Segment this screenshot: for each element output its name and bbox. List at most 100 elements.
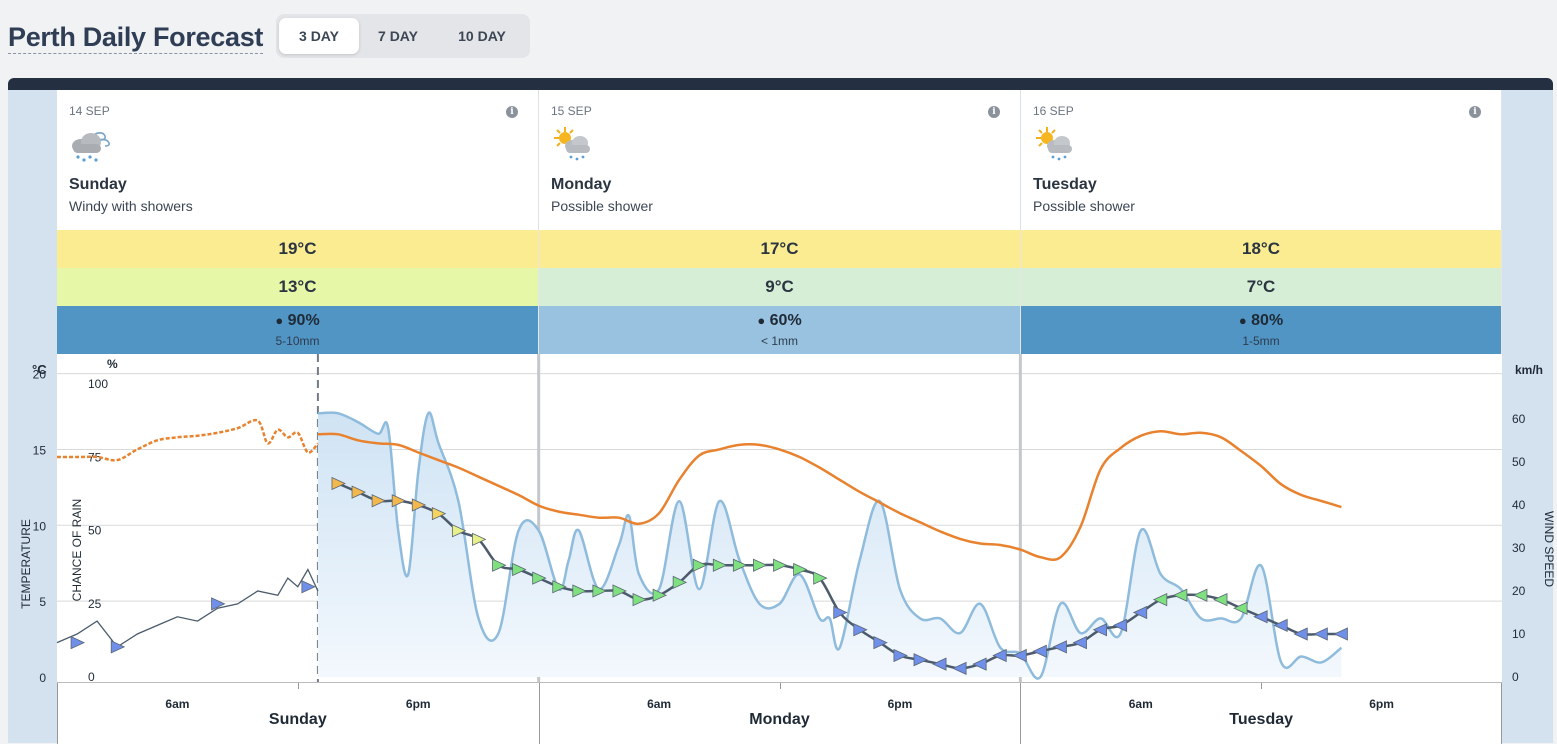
rain-tuesday: ●​ 80% 1-5mm	[1021, 306, 1502, 354]
day-name: Tuesday	[1033, 176, 1097, 193]
wind-direction-arrow	[1253, 610, 1268, 624]
info-icon[interactable]: i	[988, 106, 1000, 118]
wind-direction-arrow	[431, 506, 447, 521]
wind-direction-arrow	[472, 532, 487, 547]
day-date: 14 SEP	[69, 104, 110, 118]
wind-direction-arrow	[612, 584, 627, 598]
cloud-rain-wind-icon	[72, 132, 110, 162]
raindrops-icon: ●​	[1238, 313, 1247, 328]
wind-direction-arrow	[1112, 618, 1128, 633]
wind-series	[56, 476, 1348, 676]
time-tick	[1020, 683, 1022, 689]
wind-direction-arrow	[992, 648, 1007, 663]
temp-tick-label: 10	[33, 519, 47, 533]
rain-sunday: ●​ 90% 5-10mm	[57, 306, 539, 354]
right-axis-panel	[1502, 90, 1553, 743]
day-boundary	[538, 683, 540, 744]
wind-tick-label: 60	[1512, 412, 1526, 426]
wind-direction-arrow	[632, 592, 647, 607]
day-card-monday: 15 SEP Monday Possible shower i	[539, 90, 1021, 230]
day-date: 15 SEP	[551, 104, 592, 118]
wind-direction-arrow	[932, 657, 947, 671]
day-axis-label: Monday	[749, 711, 810, 728]
rain-amount: 1-5mm	[1242, 334, 1280, 348]
raindrops-icon: ●​	[275, 313, 284, 328]
min-temp-sunday: 13°C	[57, 268, 539, 306]
wind-tick-label: 10	[1512, 627, 1526, 641]
info-icon[interactable]: i	[506, 106, 518, 118]
wind-direction-arrow	[70, 635, 86, 650]
day-description: Windy with showers	[69, 198, 193, 214]
wind-direction-arrow	[853, 623, 868, 637]
wind-direction-arrow	[913, 653, 928, 667]
left-axis-panel	[8, 90, 57, 743]
rain-amount: < 1mm	[760, 334, 798, 348]
rain-chance: ●​ 90%	[275, 312, 320, 329]
wind-axis-label: WIND SPEED	[1542, 511, 1556, 587]
wind-direction-arrow	[301, 580, 316, 594]
max-temp-sunday: 19°C	[57, 230, 539, 268]
temperature-observed-line	[57, 418, 319, 462]
wind-direction-arrow	[1333, 627, 1348, 641]
sun-cloud-rain-icon	[1036, 127, 1072, 161]
rain-chance-series	[317, 411, 1343, 680]
day-axis-label: Sunday	[268, 711, 327, 728]
min-temp-tuesday: 7°C	[1021, 268, 1502, 306]
rain-tick-label: 25	[88, 597, 102, 611]
wind-tick-label: 40	[1512, 498, 1526, 512]
time-tick	[57, 683, 58, 689]
wind-direction-arrow	[1293, 627, 1308, 641]
temp-tick-label: 20	[33, 368, 47, 382]
wind-direction-arrow	[1012, 648, 1027, 663]
wind-direction-arrow	[952, 661, 967, 676]
wind-direction-arrow	[652, 588, 668, 602]
sun-cloud-rain-icon	[554, 127, 590, 161]
time-axis: 6am 6pm 6am 6pm 6am 6pm Sunday Monday Tuesday	[57, 682, 1502, 744]
forecast-header-bar	[8, 78, 1553, 90]
rain-monday: ●​ 60% < 1mm	[539, 306, 1021, 354]
wind-observed-line	[56, 568, 319, 648]
wind-direction-arrow	[492, 558, 507, 572]
rain-axis-label: CHANCE OF RAIN	[70, 499, 84, 602]
wind-direction-arrow	[411, 498, 427, 512]
wind-direction-arrow	[672, 575, 688, 590]
max-temp-monday: 17°C	[539, 230, 1021, 268]
wind-direction-arrow	[1213, 592, 1228, 607]
time-tick-label: 6pm	[1369, 697, 1394, 711]
rain-unit: %	[107, 357, 118, 371]
wind-unit: km/h	[1515, 363, 1543, 377]
wind-direction-arrow	[793, 562, 808, 577]
info-icon[interactable]: i	[1469, 106, 1481, 118]
wind-direction-arrow	[592, 584, 607, 598]
time-tick-label: 6pm	[405, 697, 431, 711]
wind-direction-arrow	[1092, 623, 1108, 637]
rain-amount: 5-10mm	[275, 334, 320, 348]
wind-direction-arrow	[1132, 605, 1148, 620]
wind-direction-arrow	[773, 558, 788, 572]
wind-direction-arrow	[1072, 635, 1087, 650]
raindrops-icon: ●​	[757, 313, 766, 328]
wind-tick-label: 50	[1512, 455, 1526, 469]
page-title[interactable]: Perth Daily Forecast	[8, 22, 264, 54]
rain-tick-label: 100	[88, 377, 108, 391]
tab-7-day[interactable]: 7 DAY	[378, 28, 418, 44]
wind-direction-arrow	[873, 635, 888, 650]
wind-direction-arrow	[211, 597, 226, 611]
wind-direction-arrow	[1032, 644, 1047, 658]
min-temp-monday: 9°C	[539, 268, 1021, 306]
tab-3-day[interactable]: 3 DAY	[279, 18, 359, 54]
temperature-axis-label: TEMPERATURE	[19, 519, 33, 609]
temperature-series	[57, 418, 1342, 561]
temp-tick-label: 5	[39, 595, 46, 609]
wind-direction-arrow	[813, 571, 828, 585]
time-tick-label: 6am	[647, 697, 672, 711]
wind-direction-arrow	[532, 571, 547, 585]
temp-tick-label: 15	[33, 443, 47, 457]
wind-tick-label: 20	[1512, 584, 1526, 598]
tab-10-day[interactable]: 10 DAY	[458, 28, 506, 44]
day-card-sunday: 14 SEP Sunday Windy with showers i	[57, 90, 539, 230]
wind-direction-arrow	[1273, 618, 1288, 633]
wind-direction-arrow	[552, 580, 567, 594]
